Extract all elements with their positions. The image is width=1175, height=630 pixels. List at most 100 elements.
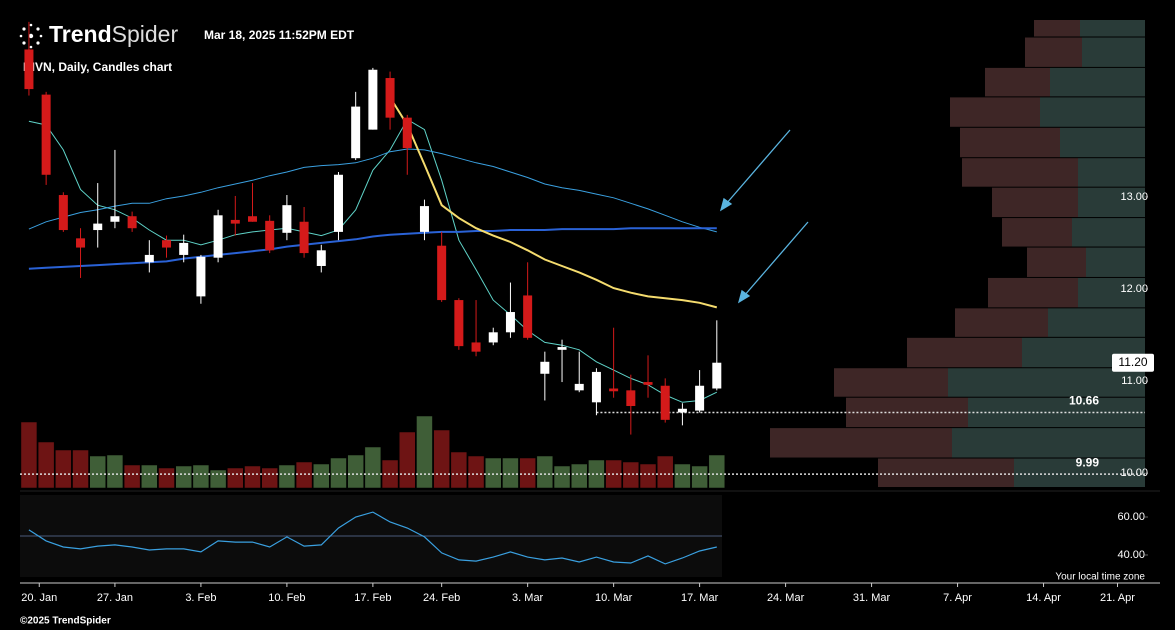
indicator-line	[28, 118, 718, 403]
price-line-label: 10.66	[1069, 394, 1099, 408]
candle-body	[643, 382, 653, 385]
indicator-line	[389, 96, 718, 309]
volume-bar	[244, 465, 261, 489]
volume-bar	[622, 461, 640, 489]
candle-body	[196, 256, 206, 297]
profile-down	[1025, 37, 1082, 67]
x-tick-label: 17. Feb	[354, 592, 391, 604]
volume-bar	[295, 461, 313, 489]
volume-bar	[519, 457, 536, 489]
candle-body	[557, 347, 567, 350]
rsi-tick-label: 40.00	[1117, 549, 1145, 561]
indicator-line	[28, 227, 717, 270]
candle-body	[333, 174, 343, 232]
candle-body	[660, 385, 670, 420]
profile-up	[948, 368, 1145, 397]
profile-up	[1040, 97, 1145, 127]
volume-bar	[141, 464, 158, 489]
candle-body	[351, 106, 361, 159]
candle-body	[179, 242, 189, 255]
x-tick-label: 3. Feb	[185, 592, 216, 604]
brand-logo: TrendSpider	[49, 21, 178, 47]
indicator-line	[28, 511, 717, 565]
x-tick-label: 27. Jan	[97, 592, 133, 604]
profile-up	[1050, 67, 1145, 97]
x-tick-label: 10. Mar	[595, 592, 633, 604]
volume-bar	[502, 457, 519, 489]
profile-up	[1072, 218, 1145, 247]
profile-down	[1034, 20, 1080, 37]
profile-down	[878, 458, 1014, 487]
candle-body	[712, 362, 722, 389]
candle-body	[93, 223, 103, 231]
volume-bar	[467, 455, 485, 489]
candle-body	[591, 371, 601, 403]
profile-down	[770, 428, 952, 458]
profile-up	[1014, 458, 1145, 487]
candle-body	[299, 221, 309, 254]
candle-body	[540, 361, 550, 374]
volume-bar	[433, 429, 450, 489]
volume-bar	[106, 454, 124, 489]
x-tick-label: 31. Mar	[853, 592, 891, 604]
candle-body	[76, 238, 86, 248]
candle-body	[247, 216, 257, 222]
volume-bar	[158, 467, 175, 489]
x-tick-label: 20. Jan	[21, 592, 57, 604]
candle-body	[402, 117, 412, 149]
profile-down	[955, 308, 1048, 337]
copyright: ©2025 TrendSpider	[20, 616, 111, 627]
volume-bar	[227, 467, 244, 489]
brand-bold: Trend	[49, 21, 112, 47]
profile-up	[1060, 127, 1145, 158]
volume-bar	[192, 464, 210, 489]
profile-down	[1002, 218, 1072, 247]
volume-bar	[175, 465, 192, 489]
candle-body	[488, 332, 498, 343]
candle-body	[505, 312, 515, 333]
volume-bar	[364, 446, 382, 489]
candle-body	[695, 385, 705, 411]
profile-down	[1027, 247, 1086, 277]
profile-down	[960, 127, 1060, 158]
candle-body	[626, 390, 636, 407]
rsi-tick-label: 60.00	[1117, 511, 1145, 523]
x-tick-label: 14. Apr	[1026, 592, 1061, 604]
volume-bar	[656, 455, 674, 489]
volume-bar	[20, 421, 38, 489]
indicator-line	[28, 148, 717, 233]
candle-body	[110, 216, 120, 222]
candle-body	[162, 240, 172, 248]
volume-bar	[347, 454, 364, 489]
volume-bar	[209, 469, 227, 489]
x-tick-label: 21. Apr	[1100, 592, 1135, 604]
volume-bar	[570, 463, 588, 489]
timestamp: Mar 18, 2025 11:52PM EDT	[204, 28, 355, 42]
candle-body	[282, 205, 292, 233]
volume-bar	[484, 457, 502, 489]
profile-down	[950, 97, 1040, 127]
volume-bar	[674, 463, 691, 489]
candle-body	[24, 49, 34, 90]
timezone-note: Your local time zone	[1055, 572, 1145, 583]
annotation-arrows	[719, 129, 809, 304]
profile-up	[1086, 247, 1145, 277]
volume-bar	[55, 449, 72, 489]
y-tick-label: 10.00	[1120, 467, 1148, 479]
profile-up	[1080, 20, 1145, 37]
profile-up	[1078, 187, 1145, 218]
x-tick-label: 17. Mar	[681, 592, 719, 604]
volume-bar	[313, 463, 330, 489]
candle-body	[144, 254, 154, 263]
volume-bar	[450, 451, 468, 489]
x-tick-label: 24. Mar	[767, 592, 805, 604]
volume-bar	[89, 455, 106, 489]
candle-body	[213, 215, 223, 258]
volume-bar	[278, 464, 296, 489]
candle-body	[316, 250, 326, 266]
profile-down	[962, 158, 1078, 187]
last-price-box	[1112, 353, 1154, 372]
profile-down	[907, 337, 1022, 368]
